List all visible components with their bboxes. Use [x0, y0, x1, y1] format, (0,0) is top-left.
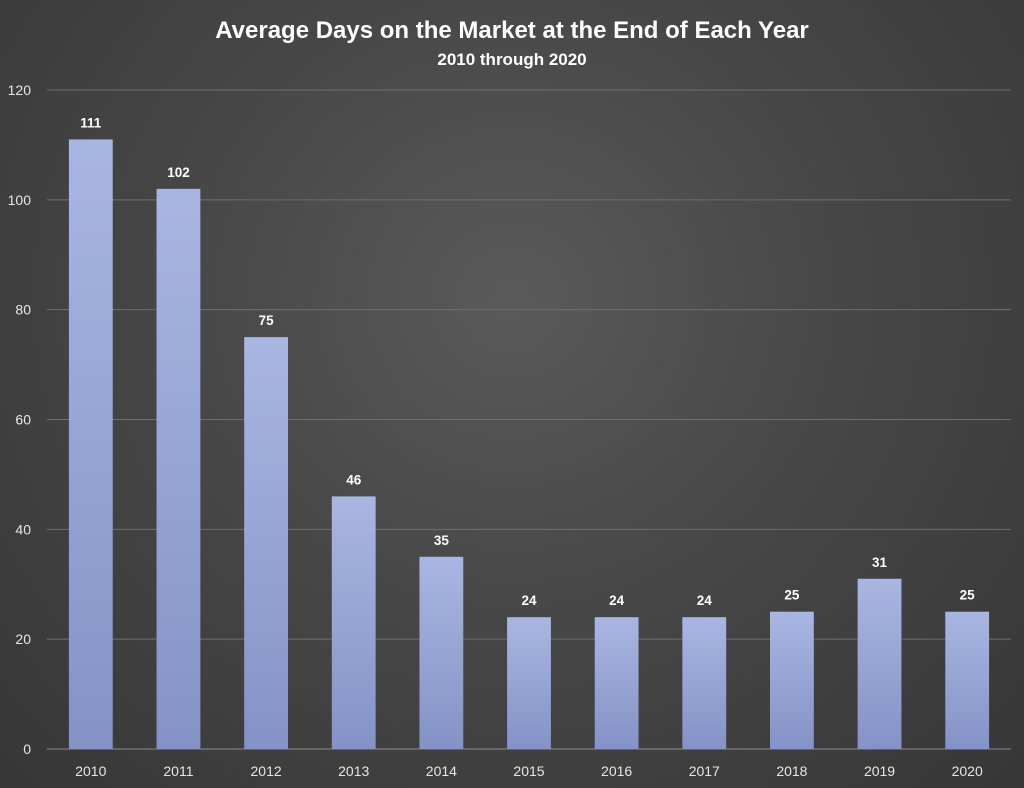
x-tick-label-2013: 2013 — [338, 763, 369, 779]
data-label-2017: 24 — [697, 593, 713, 608]
data-label-2010: 111 — [80, 115, 102, 130]
data-label-2012: 75 — [259, 313, 275, 328]
data-label-2015: 24 — [521, 593, 537, 608]
bar-2015 — [507, 617, 551, 749]
bars — [68, 139, 990, 750]
x-tick-label-2018: 2018 — [776, 763, 807, 779]
bar-2014 — [419, 556, 464, 749]
data-label-2019: 31 — [872, 555, 888, 570]
x-tick-label-2015: 2015 — [513, 763, 544, 779]
y-tick-label: 100 — [8, 192, 32, 208]
gridlines — [47, 89, 1011, 750]
x-tick-label-2010: 2010 — [75, 763, 106, 779]
y-tick-label: 0 — [23, 741, 31, 757]
x-tick-label-2016: 2016 — [601, 763, 632, 779]
bar-2010 — [68, 139, 113, 750]
bar-2011 — [156, 188, 201, 750]
bar-2017 — [682, 617, 727, 749]
x-tick-label-2011: 2011 — [163, 763, 193, 779]
chart-subtitle: 2010 through 2020 — [437, 50, 586, 69]
y-tick-label: 60 — [15, 412, 31, 428]
x-tick-label-2017: 2017 — [689, 763, 720, 779]
x-tick-label-2014: 2014 — [426, 763, 457, 779]
data-label-2020: 25 — [960, 588, 976, 603]
bar-2018 — [770, 611, 814, 749]
x-axis-ticks: 2010 2011 2012 2013 2014 2015 2016 2017 2018 2019… — [75, 763, 983, 779]
y-axis-ticks: 0 20 40 60 80 100 120 — [8, 82, 32, 757]
x-tick-label-2019: 2019 — [864, 763, 895, 779]
y-tick-label: 20 — [15, 631, 31, 647]
x-tick-label-2020: 2020 — [952, 763, 983, 779]
chart-title: Average Days on the Market at the End of… — [215, 17, 809, 44]
y-tick-label: 40 — [15, 521, 31, 537]
x-tick-label-2012: 2012 — [251, 763, 282, 779]
bar-2012 — [244, 337, 288, 749]
bar-2016 — [594, 617, 639, 749]
data-label-2016: 24 — [609, 593, 625, 608]
bar-2013 — [331, 496, 376, 749]
bar-2019 — [857, 578, 902, 749]
data-label-2018: 25 — [784, 588, 800, 603]
data-labels: 111 102 75 46 35 24 24 24 25 31 25 — [80, 115, 975, 608]
data-label-2013: 46 — [346, 472, 362, 487]
y-tick-label: 80 — [15, 302, 31, 318]
data-label-2014: 35 — [434, 533, 450, 548]
data-label-2011: 102 — [167, 165, 190, 180]
y-tick-label: 120 — [8, 82, 32, 98]
bar-2020 — [945, 611, 990, 749]
